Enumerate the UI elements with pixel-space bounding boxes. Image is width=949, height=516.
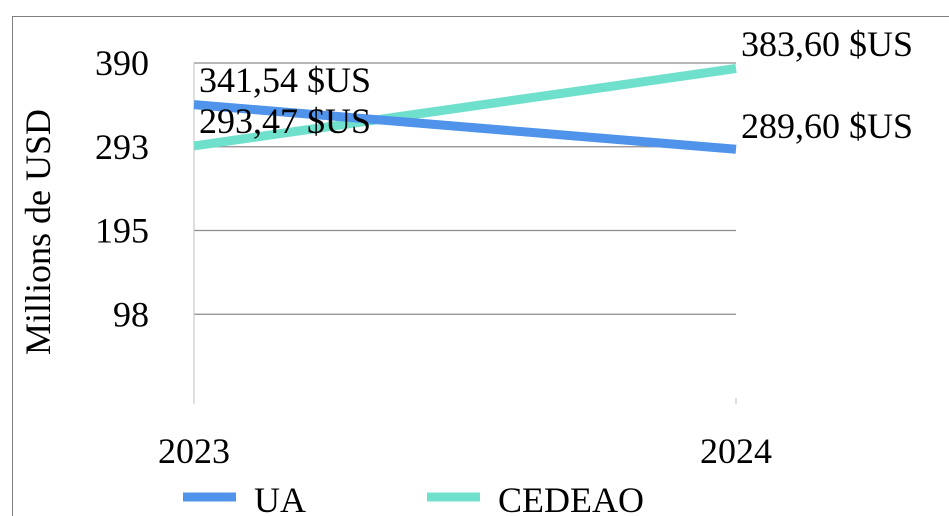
data-labels: 341,54 $US 289,60 $US 293,47 $US 383,60 $US (199, 24, 913, 146)
y-tick-labels: 98 195 293 390 (95, 43, 149, 334)
x-tick-marks (193, 398, 737, 404)
y-tick-label: 390 (95, 43, 149, 83)
y-tick-label: 195 (95, 211, 149, 251)
chart-frame (12, 16, 949, 516)
data-label: 293,47 $US (199, 101, 371, 141)
y-tick-label: 293 (95, 127, 149, 167)
series-line-cedeao (193, 64, 737, 151)
legend-label: UA (254, 480, 306, 516)
legend: UA CEDEAO (183, 480, 644, 516)
series-line-ua (193, 100, 737, 154)
legend-label: CEDEAO (498, 480, 644, 516)
data-label: 383,60 $US (741, 24, 913, 64)
x-tick-label: 2023 (158, 431, 230, 471)
x-tick-label: 2024 (700, 431, 772, 471)
data-label: 289,60 $US (741, 106, 913, 146)
y-axis-label: Millions de USD (18, 109, 58, 355)
series-lines (193, 64, 737, 154)
data-label: 341,54 $US (199, 60, 371, 100)
grid-lines (194, 62, 736, 315)
x-tick-labels: 2023 2024 (158, 431, 772, 471)
y-tick-label: 98 (113, 294, 149, 334)
